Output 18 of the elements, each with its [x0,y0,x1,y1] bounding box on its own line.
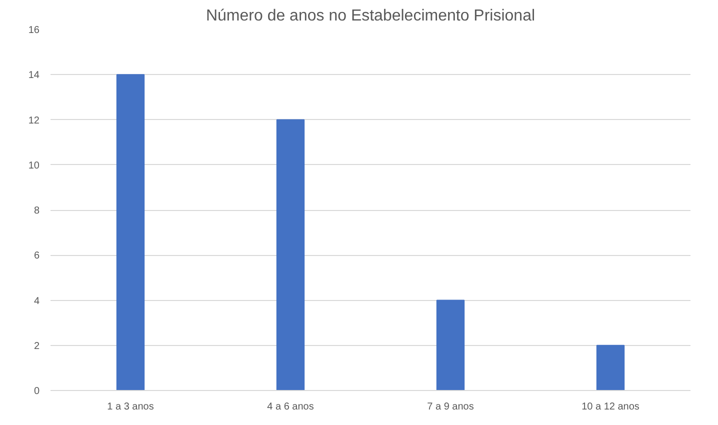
y-tick-label: 10 [28,160,40,172]
bar [436,300,465,390]
bar [116,74,145,390]
y-tick-label: 4 [34,296,40,307]
x-tick-label: 10 a 12 anos [582,402,640,412]
bar [276,119,305,390]
y-tick-label: 14 [28,70,40,82]
bar [596,344,625,390]
y-tick-label: 8 [34,206,40,216]
y-tick-label: 12 [28,115,40,126]
y-tick-label: 0 [34,386,40,397]
y-tick-label: 2 [34,340,40,352]
x-tick-label: 4 a 6 anos [267,402,314,412]
y-tick-label: 6 [34,250,40,262]
x-tick-label: 1 a 3 anos [107,402,154,412]
chart-title: Número de anos no Estabelecimento Prisional [206,8,536,24]
x-tick-label: 7 a 9 anos [427,402,474,412]
y-tick-label: 16 [28,25,40,36]
